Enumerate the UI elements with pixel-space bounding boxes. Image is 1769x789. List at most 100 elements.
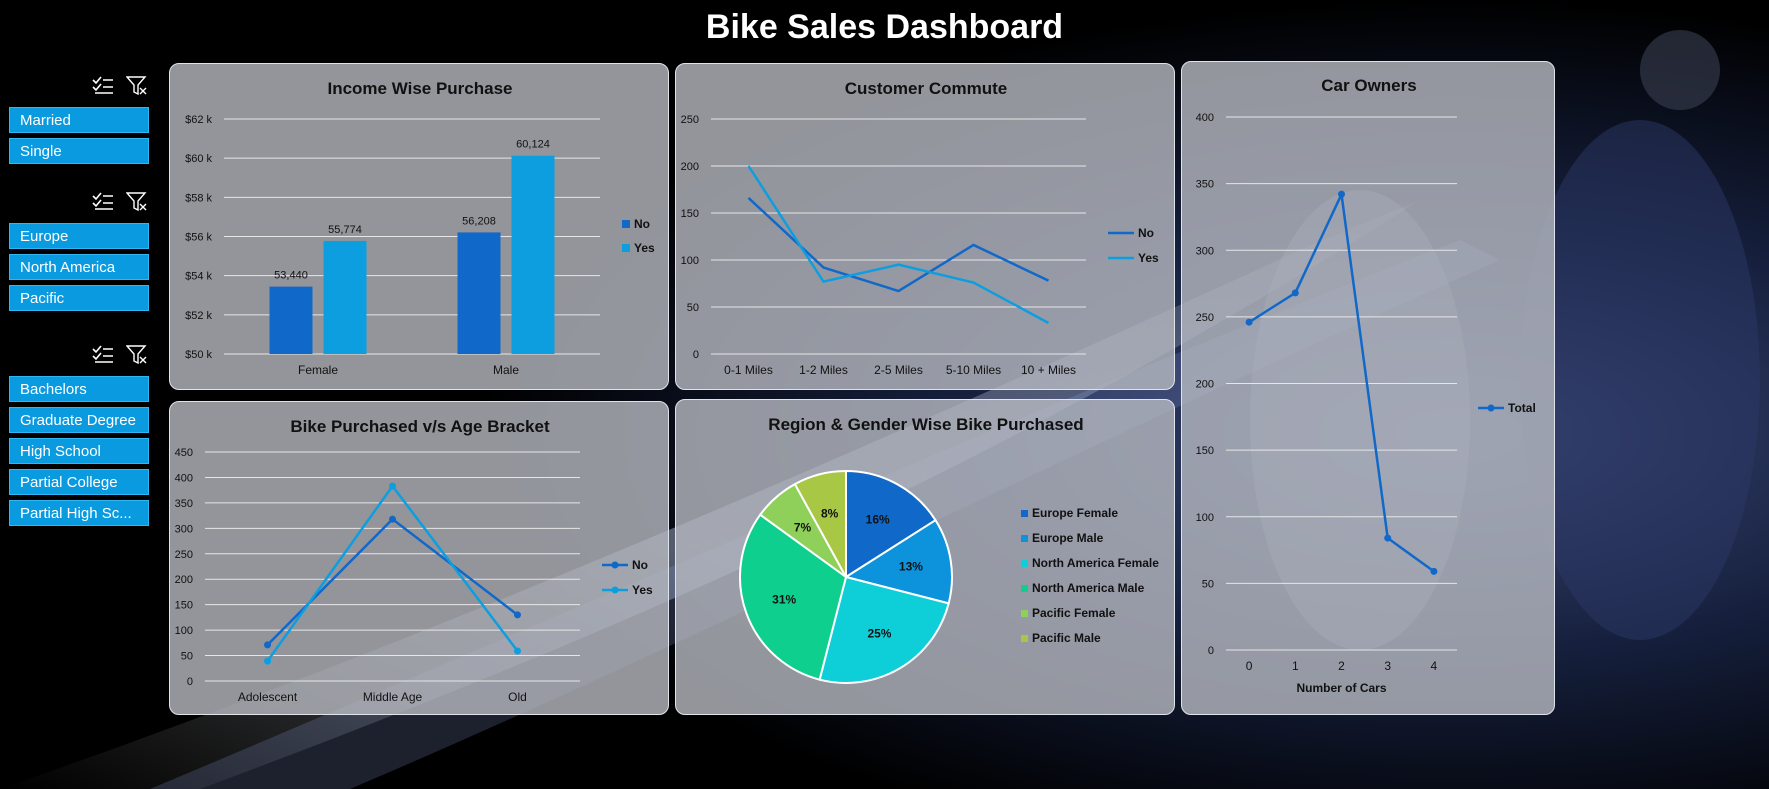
data-point xyxy=(264,641,271,649)
y-tick-label: 250 xyxy=(681,114,699,126)
x-axis-title: Number of Cars xyxy=(1296,681,1386,695)
slicer-education-toolbar xyxy=(92,345,152,369)
y-tick-label: 50 xyxy=(1202,578,1214,590)
legend-swatch xyxy=(622,220,630,228)
legend-swatch xyxy=(1021,635,1028,642)
clear-filter-icon[interactable] xyxy=(126,76,148,96)
legend-label: North America Female xyxy=(1032,556,1159,570)
data-point xyxy=(1245,318,1253,326)
y-tick-label: $56 k xyxy=(185,232,212,244)
y-tick-label: 350 xyxy=(1196,179,1214,191)
x-tick-label: 5-10 Miles xyxy=(946,363,1001,377)
slicer-item-north-america[interactable]: North America xyxy=(9,254,149,280)
legend-swatch xyxy=(1021,535,1028,542)
slicer-marital-toolbar xyxy=(92,76,152,100)
slicer-item-pacific[interactable]: Pacific xyxy=(9,285,149,311)
slice-label: 7% xyxy=(794,521,812,535)
legend-marker xyxy=(1487,404,1495,412)
chart-title: Region & Gender Wise Bike Purchased xyxy=(768,415,1083,434)
x-tick-label: Adolescent xyxy=(238,690,298,704)
slicer-item-single[interactable]: Single xyxy=(9,138,149,164)
slicer-region-toolbar xyxy=(92,192,152,216)
data-point xyxy=(514,611,521,619)
income-chart-panel[interactable]: Income Wise Purchase $50 k $52 k $54 k $56 k… xyxy=(169,63,669,390)
y-tick-label: 450 xyxy=(175,447,193,459)
y-tick-label: 150 xyxy=(175,600,193,612)
y-tick-label: 200 xyxy=(175,574,193,586)
car-owners-chart: Car Owners 0 50 100 150 200 250 300 350 400 0 1 2 3 4 N… xyxy=(1196,76,1536,695)
legend-label: No xyxy=(632,558,648,572)
multi-select-icon[interactable] xyxy=(92,76,114,96)
y-tick-label: 100 xyxy=(681,255,699,267)
slicer-item-partial-high-school[interactable]: Partial High Sc... xyxy=(9,500,149,526)
slicer-item-bachelors[interactable]: Bachelors xyxy=(9,376,149,402)
data-point xyxy=(1338,190,1345,198)
y-tick-label: 350 xyxy=(175,498,193,510)
legend-label: Yes xyxy=(1138,251,1159,265)
y-tick-label: 100 xyxy=(175,625,193,637)
y-tick-label: 150 xyxy=(1196,445,1214,457)
x-tick-label: Female xyxy=(298,363,338,377)
pie-slice xyxy=(793,469,847,578)
x-tick-label: 2-5 Miles xyxy=(874,363,923,377)
y-tick-label: $54 k xyxy=(185,271,212,283)
data-point xyxy=(1384,534,1392,542)
data-label: 53,440 xyxy=(274,270,308,282)
commute-chart: Customer Commute 0 50 100 150 200 250 0-1 Miles… xyxy=(681,79,1159,377)
y-tick-label: 0 xyxy=(1208,645,1214,657)
multi-select-icon[interactable] xyxy=(92,345,114,365)
y-tick-label: 250 xyxy=(1196,312,1214,324)
data-point xyxy=(264,657,271,665)
legend-label: No xyxy=(634,217,650,231)
bar-no xyxy=(457,232,501,354)
slicer-item-partial-college[interactable]: Partial College xyxy=(9,469,149,495)
slice-label: 13% xyxy=(899,560,923,574)
y-tick-label: 50 xyxy=(181,651,193,663)
region-chart-panel[interactable]: Region & Gender Wise Bike Purchased 16% Eu… xyxy=(675,399,1175,715)
legend-swatch xyxy=(1021,510,1028,517)
pie-slice xyxy=(739,513,848,681)
x-tick-label: Middle Age xyxy=(363,690,423,704)
chart-title: Income Wise Purchase xyxy=(327,79,512,98)
y-tick-label: 0 xyxy=(693,349,699,361)
legend-label: Yes xyxy=(634,241,655,255)
series-line-yes xyxy=(266,483,519,662)
y-tick-label: 300 xyxy=(1196,245,1214,257)
data-point xyxy=(389,482,396,490)
legend-swatch xyxy=(1021,585,1028,592)
y-tick-label: $58 k xyxy=(185,192,212,204)
legend-swatch xyxy=(622,244,630,252)
legend-label: Europe Male xyxy=(1032,531,1104,545)
data-point xyxy=(1291,289,1299,297)
age-chart-panel[interactable]: Bike Purchased v/s Age Bracket 0 50 100 150 2… xyxy=(169,401,669,715)
bar-yes xyxy=(323,240,367,354)
dashboard-title: Bike Sales Dashboard xyxy=(705,8,1064,46)
data-label: 56,208 xyxy=(462,215,496,227)
slicer-item-graduate-degree[interactable]: Graduate Degree xyxy=(9,407,149,433)
x-tick-label: Male xyxy=(493,363,519,377)
legend-label: Pacific Female xyxy=(1032,606,1116,620)
data-label: 55,774 xyxy=(328,224,362,236)
y-tick-label: 0 xyxy=(187,676,193,688)
y-tick-label: 50 xyxy=(687,302,699,314)
chart-title: Bike Purchased v/s Age Bracket xyxy=(290,417,550,436)
slicer-item-europe[interactable]: Europe xyxy=(9,223,149,249)
slice-label: 25% xyxy=(867,627,891,641)
y-tick-label: 400 xyxy=(1196,112,1214,124)
slicer-item-high-school[interactable]: High School xyxy=(9,438,149,464)
x-tick-label: 4 xyxy=(1431,659,1438,673)
multi-select-icon[interactable] xyxy=(92,192,114,212)
x-tick-label: 3 xyxy=(1384,659,1391,673)
car-chart-panel[interactable]: Car Owners 0 50 100 150 200 250 300 350 400 0 1 2 3 4 N… xyxy=(1181,61,1555,715)
bar-no xyxy=(269,286,313,354)
legend-label: Total xyxy=(1508,401,1536,415)
pie-slice xyxy=(843,518,953,605)
x-tick-label: 0-1 Miles xyxy=(724,363,773,377)
clear-filter-icon[interactable] xyxy=(126,192,148,212)
series-line-no xyxy=(747,197,1050,293)
commute-chart-panel[interactable]: Customer Commute 0 50 100 150 200 250 0-1 Miles… xyxy=(675,63,1175,390)
clear-filter-icon[interactable] xyxy=(126,345,148,365)
slicer-item-married[interactable]: Married xyxy=(9,107,149,133)
data-label: 60,124 xyxy=(516,139,550,151)
legend-label: Europe Female xyxy=(1032,506,1118,520)
